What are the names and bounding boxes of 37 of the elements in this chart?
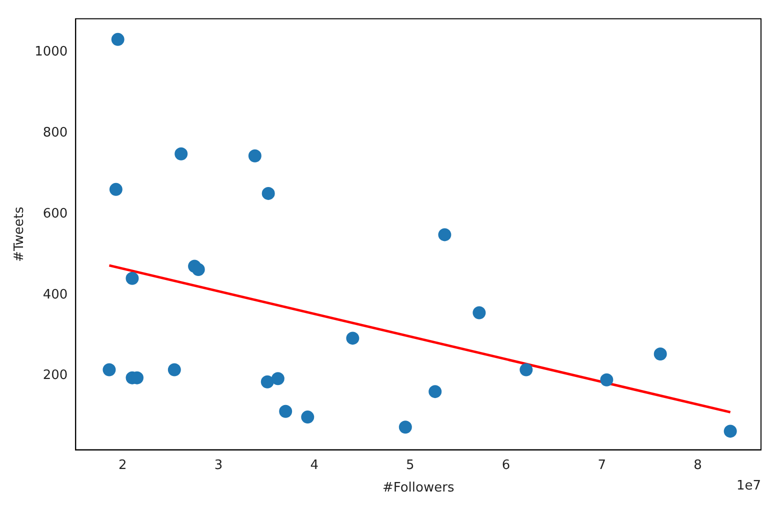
x-tick-label: 7	[598, 458, 606, 473]
y-tick-label: 600	[42, 206, 68, 222]
point	[126, 272, 139, 285]
point	[279, 404, 292, 418]
point	[262, 186, 275, 200]
point	[168, 363, 181, 376]
x-tick-label: 2	[118, 458, 127, 473]
point	[102, 363, 116, 376]
point	[109, 182, 122, 196]
point	[438, 228, 452, 242]
point	[428, 385, 442, 398]
point	[600, 373, 614, 386]
point	[192, 262, 205, 276]
point	[520, 363, 533, 376]
x-tick-label: 5	[406, 458, 414, 473]
text: 1e7	[736, 478, 761, 494]
point	[260, 375, 274, 388]
x-tick-label: 3	[214, 458, 223, 473]
point	[724, 424, 737, 438]
point	[301, 410, 314, 424]
y-tick-label: 200	[42, 368, 68, 384]
x-tick-label: 8	[694, 458, 702, 473]
point	[398, 420, 412, 434]
point	[111, 32, 124, 46]
x-axis-title: #Followers	[382, 480, 454, 496]
x-tick-label: 6	[502, 458, 510, 473]
x-tick-label: 4	[310, 458, 318, 473]
point	[472, 306, 486, 320]
y-tick-label: 1000	[34, 44, 68, 60]
point	[271, 372, 284, 386]
point	[174, 147, 188, 160]
y-tick-label: 400	[42, 287, 68, 302]
point	[346, 332, 360, 345]
point	[654, 347, 667, 360]
y-tick-label: 800	[42, 126, 68, 141]
point	[248, 149, 262, 162]
y-axis-title: #Tweets	[12, 206, 28, 262]
